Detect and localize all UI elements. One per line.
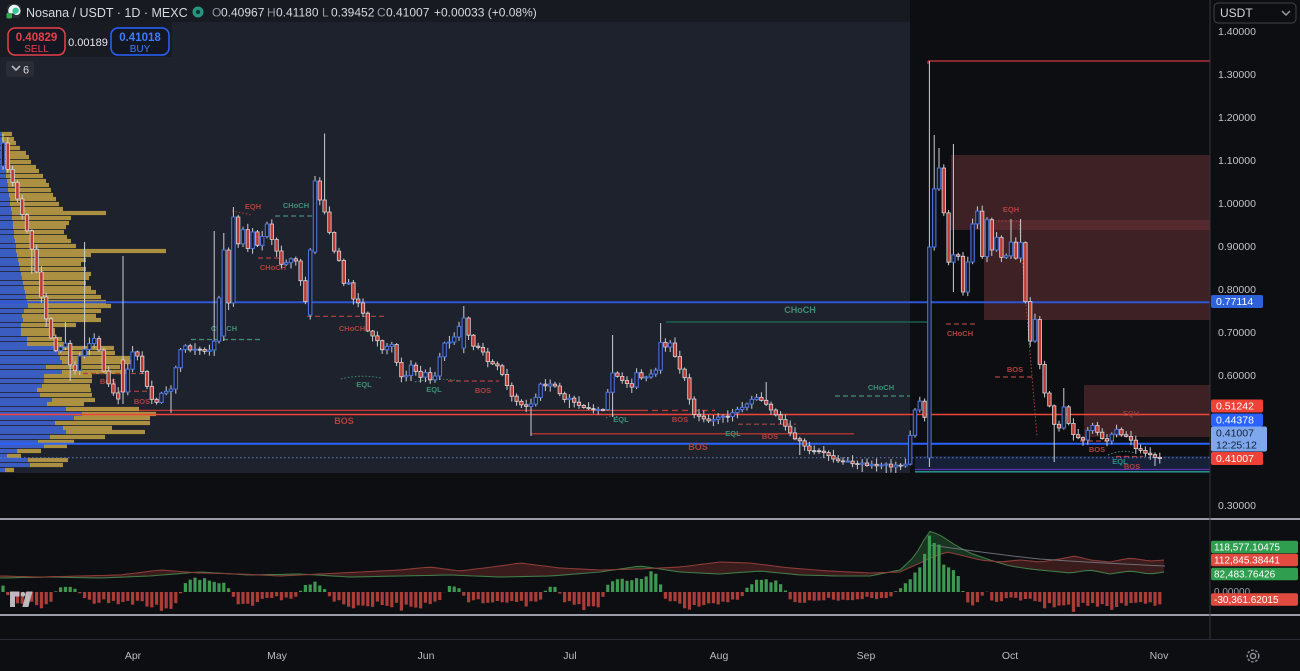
svg-text:1.20000: 1.20000 (1218, 112, 1256, 124)
svg-text:CHoCH: CHoCH (784, 305, 816, 315)
svg-text:USDT: USDT (1220, 6, 1253, 20)
svg-text:CHoCH: CHoCH (868, 383, 894, 392)
svg-text:EQL: EQL (1112, 457, 1128, 466)
svg-text:0.80000: 0.80000 (1218, 284, 1256, 296)
svg-text:EQL: EQL (613, 415, 629, 424)
svg-text:EQH: EQH (245, 202, 261, 211)
svg-text:EQL: EQL (426, 385, 442, 394)
svg-text:1.00000: 1.00000 (1218, 198, 1256, 210)
svg-text:BOS: BOS (1124, 462, 1140, 471)
svg-text:Nosana / USDT · 1D · MEXC: Nosana / USDT · 1D · MEXC (26, 6, 188, 20)
svg-text:CHoCH: CHoCH (947, 329, 973, 338)
svg-text:118,577.10475: 118,577.10475 (1214, 543, 1280, 554)
svg-text:Jun: Jun (418, 650, 435, 662)
svg-text:1.10000: 1.10000 (1218, 155, 1256, 167)
svg-text:+0.00033 (+0.08%): +0.00033 (+0.08%) (434, 6, 537, 20)
svg-text:12:25:12: 12:25:12 (1216, 440, 1257, 452)
svg-text:BOS: BOS (475, 386, 491, 395)
svg-text:CHoCH: CHoCH (339, 324, 365, 333)
svg-text:CHoCH: CHoCH (283, 201, 309, 210)
svg-text:0.41007: 0.41007 (1216, 453, 1254, 465)
svg-text:Sep: Sep (857, 650, 876, 662)
svg-text:0.60000: 0.60000 (1218, 370, 1256, 382)
svg-text:CHoCH: CHoCH (260, 263, 286, 272)
svg-text:1.40000: 1.40000 (1218, 26, 1256, 38)
svg-text:Nov: Nov (1150, 650, 1169, 662)
svg-text:L: L (322, 6, 329, 20)
svg-text:BUY: BUY (130, 44, 151, 55)
svg-text:82,483.76426: 82,483.76426 (1214, 570, 1276, 581)
svg-text:0.44378: 0.44378 (1216, 415, 1254, 427)
svg-text:Jul: Jul (563, 650, 576, 662)
svg-text:EQL: EQL (725, 429, 741, 438)
svg-text:0.41007: 0.41007 (386, 6, 430, 20)
svg-text:0.41007: 0.41007 (1216, 428, 1254, 440)
svg-text:0.90000: 0.90000 (1218, 241, 1256, 253)
svg-text:0.30000: 0.30000 (1218, 500, 1256, 512)
svg-text:BOS: BOS (688, 442, 708, 452)
svg-text:-30,361.62015: -30,361.62015 (1214, 595, 1279, 606)
svg-text:0.41018: 0.41018 (119, 32, 161, 44)
svg-text:O: O (212, 6, 221, 20)
svg-text:0.40967: 0.40967 (221, 6, 265, 20)
svg-text:Aug: Aug (710, 650, 729, 662)
svg-text:0.70000: 0.70000 (1218, 327, 1256, 339)
svg-text:C: C (377, 6, 386, 20)
svg-text:0.77114: 0.77114 (1216, 296, 1253, 308)
svg-text:BOS: BOS (134, 397, 150, 406)
svg-text:0.51242: 0.51242 (1216, 401, 1254, 413)
svg-text:0.39452: 0.39452 (331, 6, 375, 20)
svg-text:BOS: BOS (334, 416, 354, 426)
svg-text:1.30000: 1.30000 (1218, 69, 1256, 81)
svg-text:EQL: EQL (356, 380, 372, 389)
svg-text:H: H (267, 6, 276, 20)
svg-text:Apr: Apr (125, 650, 142, 662)
svg-text:BOS: BOS (1089, 445, 1105, 454)
svg-text:Oct: Oct (1002, 650, 1018, 662)
svg-text:BOS: BOS (762, 432, 778, 441)
svg-text:0.40829: 0.40829 (16, 32, 58, 44)
svg-text:0.00189: 0.00189 (68, 37, 108, 49)
svg-text:BOS: BOS (1007, 365, 1023, 374)
svg-text:0.41180: 0.41180 (276, 6, 319, 20)
svg-text:BOS: BOS (672, 415, 688, 424)
svg-text:112,845.38441: 112,845.38441 (1214, 556, 1280, 567)
svg-text:6: 6 (23, 65, 29, 77)
svg-text:0.00000: 0.00000 (1214, 587, 1251, 598)
svg-text:May: May (267, 650, 288, 662)
svg-text:EQH: EQH (1003, 205, 1019, 214)
svg-text:SELL: SELL (24, 44, 49, 55)
svg-text:EQH: EQH (1123, 409, 1139, 418)
